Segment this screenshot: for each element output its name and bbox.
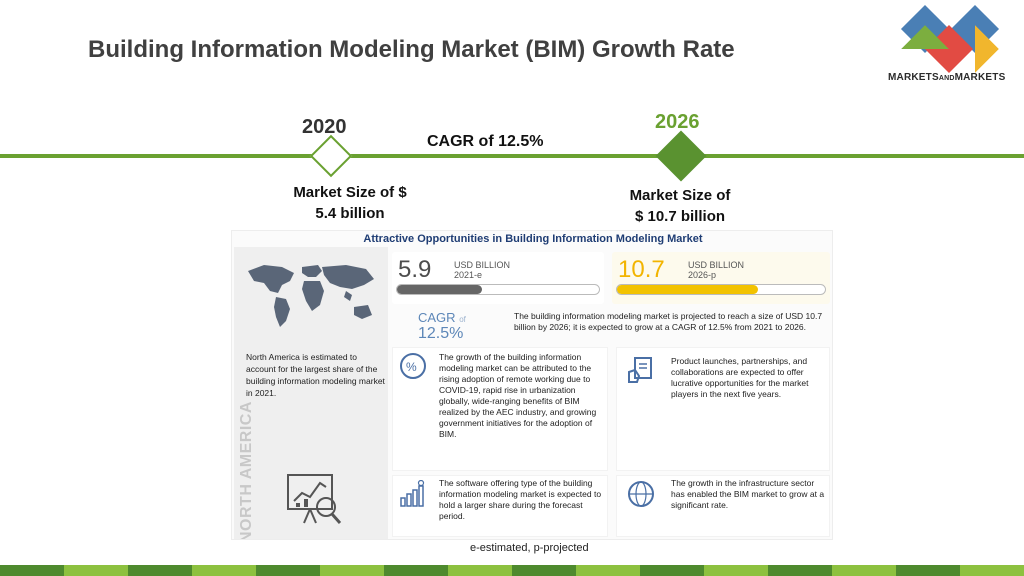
bottom-bar-segment: [448, 565, 512, 576]
logo-wordmark: MARKETSANDMARKETS: [888, 72, 1006, 83]
bottom-bar-segment: [704, 565, 768, 576]
globe-icon: [628, 481, 654, 507]
north-america-text: North America is estimated to account fo…: [246, 352, 385, 398]
slide-title: Building Information Modeling Market (BI…: [88, 36, 735, 63]
value-2021-number: 5.9: [398, 256, 432, 283]
world-map-icon: [248, 265, 374, 327]
infrastructure-text: The growth in the infrastructure sector …: [671, 478, 825, 510]
year-2020-label: 2020: [302, 116, 347, 138]
bottom-bar-segment: [384, 565, 448, 576]
value-2021-bar: [396, 284, 600, 295]
value-2021-unit: USD BILLION 2021-e: [454, 260, 511, 280]
milestone-2026-diamond: [655, 130, 707, 182]
opportunities-infographic: Attractive Opportunities in Building Inf…: [231, 230, 833, 540]
value-2026-number: 10.7: [618, 256, 665, 283]
value-2026-unit: USD BILLION 2026-p: [688, 260, 745, 280]
product-launch-card: Product launches, partnerships, and coll…: [616, 347, 830, 471]
bottom-bar-segment: [256, 565, 320, 576]
product-launch-icon: [628, 357, 652, 383]
bottom-bar-segment: [320, 565, 384, 576]
bottom-bar-segment: [512, 565, 576, 576]
bottom-bar-segment: [0, 565, 64, 576]
bottom-bar-segment: [832, 565, 896, 576]
software-chart-icon: [400, 480, 425, 507]
bottom-bar-segment: [576, 565, 640, 576]
bottom-bar-segment: [640, 565, 704, 576]
timeline-line: [0, 154, 1024, 158]
region-panel: North America is estimated to account fo…: [234, 247, 388, 539]
bottom-bar-segment: [960, 565, 1024, 576]
value-2021-box: 5.9 USD BILLION 2021-e: [392, 252, 604, 304]
value-2026-bar-fill: [617, 285, 759, 294]
bottom-bar-segment: [768, 565, 832, 576]
bottom-bar-segment: [192, 565, 256, 576]
bottom-bar-segment: [896, 565, 960, 576]
cagr-label: CAGR of 12.5%: [427, 133, 544, 150]
growth-drivers-card: % The growth of the building information…: [392, 347, 608, 471]
cagr-highlight: CAGR of 12.5%: [418, 310, 466, 342]
bottom-color-bar: [0, 565, 1024, 576]
year-2026-label: 2026: [655, 111, 700, 133]
software-offering-text: The software offering type of the buildi…: [439, 478, 602, 521]
percent-growth-icon: %: [400, 353, 426, 379]
infographic-title: Attractive Opportunities in Building Inf…: [363, 233, 703, 245]
software-offering-card: The software offering type of the buildi…: [392, 475, 608, 537]
product-launch-text: Product launches, partnerships, and coll…: [671, 356, 809, 399]
presentation-analysis-icon: [287, 474, 342, 524]
value-2026-box: 10.7 USD BILLION 2026-p: [612, 252, 830, 304]
north-america-vertical-label: NORTH AMERICA: [238, 401, 255, 540]
bottom-bar-segment: [64, 565, 128, 576]
value-2021-bar-fill: [397, 285, 482, 294]
svg-text:%: %: [406, 360, 417, 374]
growth-drivers-text: The growth of the building information m…: [439, 352, 597, 439]
bottom-bar-segment: [128, 565, 192, 576]
milestone-2020-diamond: [309, 134, 353, 178]
markets-and-markets-logo: MARKETSANDMARKETS: [886, 4, 1022, 88]
estimate-footnote: e-estimated, p-projected: [470, 542, 589, 554]
infrastructure-card: The growth in the infrastructure sector …: [616, 475, 830, 537]
market-size-2020: Market Size of $ 5.4 billion: [293, 184, 407, 222]
value-2026-bar: [616, 284, 826, 295]
market-size-2026: Market Size of $ 10.7 billion: [629, 187, 731, 225]
projection-text: The building information modeling market…: [514, 311, 823, 332]
